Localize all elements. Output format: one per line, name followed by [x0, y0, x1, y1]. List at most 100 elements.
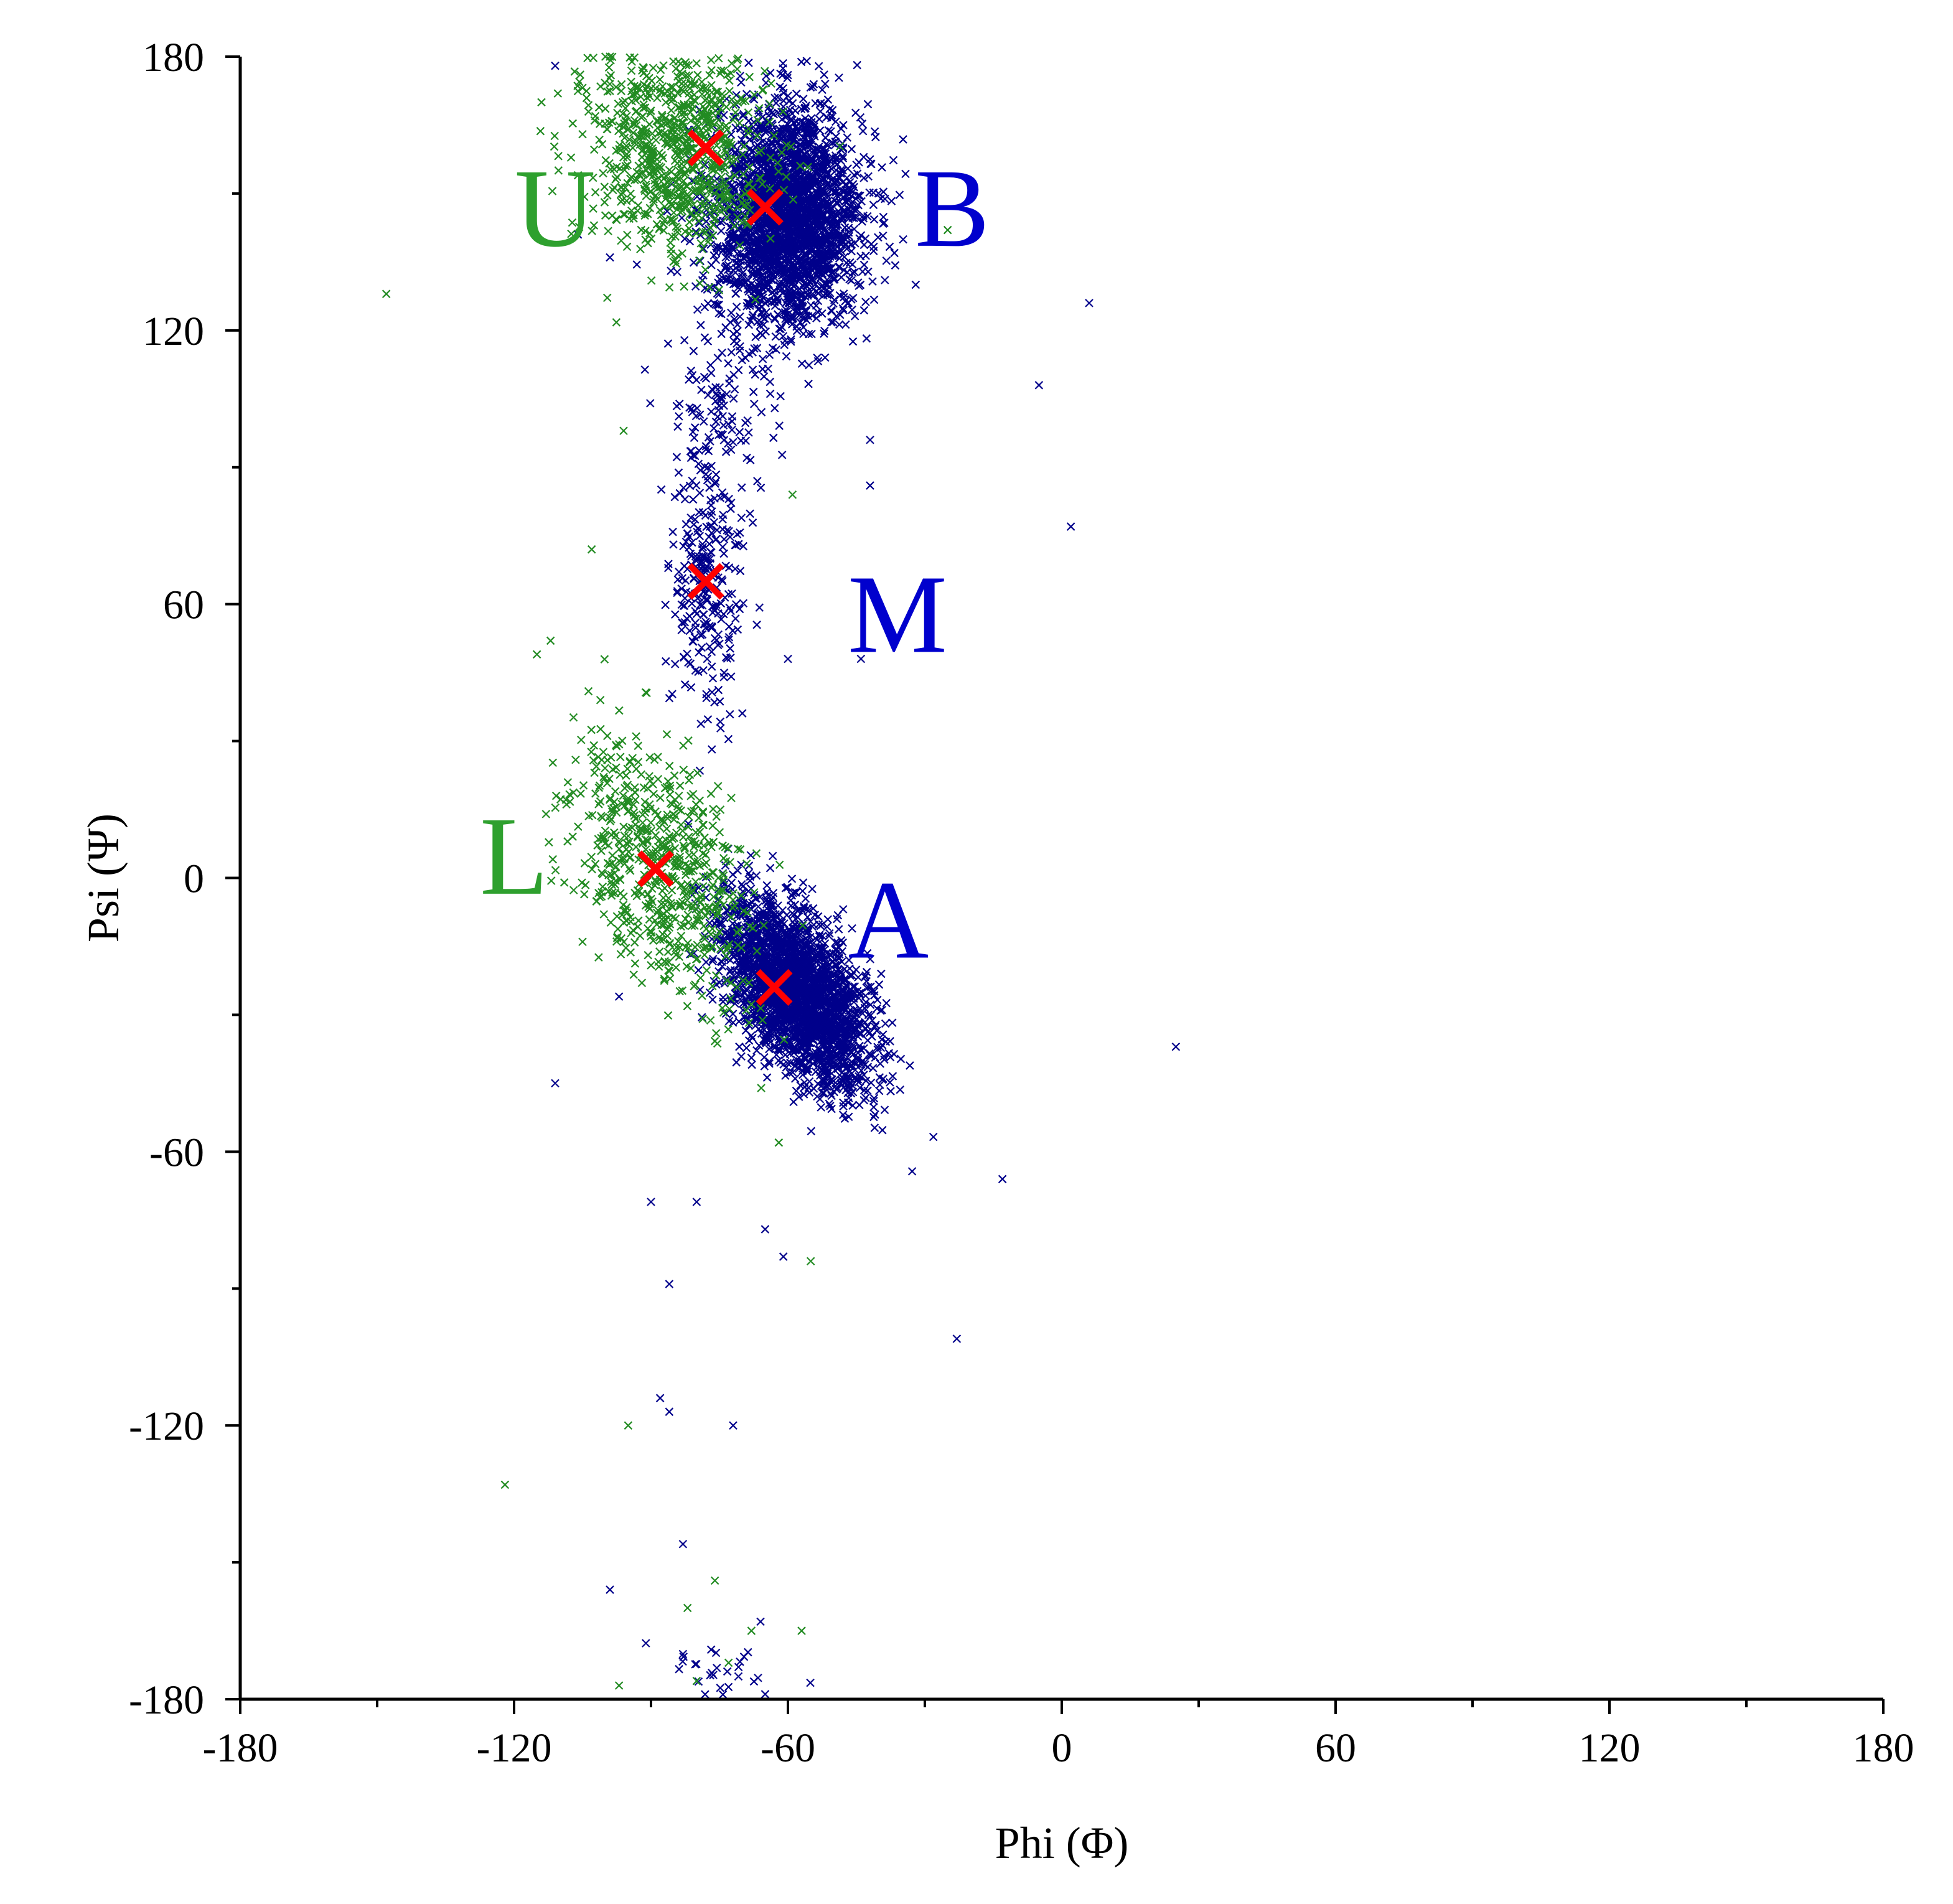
data-point — [907, 1167, 917, 1176]
data-point — [856, 251, 865, 261]
data-point — [818, 85, 827, 95]
data-point — [830, 251, 839, 260]
data-point — [824, 126, 833, 135]
data-point — [728, 1010, 738, 1018]
data-point — [713, 244, 721, 253]
data-point — [843, 133, 852, 142]
data-point — [813, 307, 822, 317]
data-point — [825, 283, 834, 292]
data-point — [727, 878, 736, 888]
data-point — [695, 218, 704, 228]
data-point — [714, 967, 723, 976]
data-point — [797, 291, 806, 300]
data-point — [784, 96, 794, 106]
data-point — [879, 187, 888, 196]
data-point — [843, 164, 852, 173]
data-point — [865, 188, 874, 197]
data-point — [719, 993, 728, 1002]
data-point — [746, 876, 754, 885]
data-point — [879, 212, 888, 222]
data-point — [804, 380, 813, 388]
data-point — [786, 265, 795, 274]
data-point — [881, 276, 889, 284]
data-point — [801, 894, 810, 903]
data-point — [822, 246, 831, 255]
data-point — [878, 163, 886, 172]
data-point — [881, 1037, 891, 1046]
data-point — [751, 332, 760, 342]
data-point — [783, 73, 792, 83]
data-point — [766, 389, 775, 398]
data-point — [734, 283, 742, 293]
data-point — [738, 135, 746, 144]
data-point — [770, 315, 779, 324]
data-point — [777, 269, 787, 278]
data-point — [691, 282, 700, 291]
data-point — [821, 80, 830, 88]
data-point — [721, 242, 731, 251]
data-point — [776, 69, 785, 78]
data-point — [869, 246, 878, 255]
data-point — [817, 1103, 825, 1112]
data-point — [820, 70, 828, 79]
data-point — [807, 153, 815, 162]
data-point — [811, 160, 820, 169]
data-point — [870, 1123, 879, 1132]
data-point — [827, 111, 836, 120]
data-point — [899, 135, 907, 144]
data-point — [845, 274, 854, 284]
data-point — [859, 240, 869, 250]
data-point — [717, 309, 726, 319]
data-point — [891, 261, 900, 270]
data-point — [792, 89, 801, 98]
data-point — [711, 300, 720, 309]
data-point — [886, 1087, 895, 1095]
data-point — [820, 353, 830, 362]
data-point — [736, 312, 744, 321]
data-point — [746, 851, 756, 860]
data-point — [701, 958, 711, 967]
data-point — [852, 213, 861, 222]
data-point — [716, 227, 726, 235]
data-point — [882, 998, 891, 1008]
data-point — [689, 258, 698, 267]
data-point — [799, 95, 808, 103]
data-point — [739, 111, 747, 120]
data-point — [756, 162, 766, 172]
data-point — [798, 886, 807, 896]
data-point — [840, 223, 850, 232]
data-point — [830, 196, 840, 205]
data-point — [853, 60, 861, 70]
data-point — [853, 169, 862, 178]
data-point — [848, 260, 857, 269]
data-point — [888, 1018, 897, 1027]
data-point — [830, 273, 839, 282]
data-point — [821, 133, 830, 142]
data-point — [858, 267, 867, 276]
data-point — [854, 191, 863, 200]
data-point — [871, 1110, 879, 1119]
data-point — [842, 258, 851, 268]
data-point — [774, 93, 782, 102]
data-point — [814, 62, 823, 71]
data-point — [762, 1073, 772, 1082]
data-point — [792, 322, 801, 331]
data-point — [735, 1042, 744, 1051]
data-point — [708, 995, 717, 1004]
data-point — [899, 235, 907, 244]
data-point — [713, 301, 722, 309]
data-point — [744, 287, 753, 296]
data-point — [789, 1097, 798, 1107]
data-point — [906, 1061, 914, 1070]
data-point — [797, 359, 807, 368]
data-point — [795, 203, 805, 212]
data-point — [726, 130, 736, 139]
data-point — [869, 188, 878, 197]
data-point — [881, 194, 889, 204]
data-point — [836, 124, 846, 133]
data-point — [819, 164, 828, 172]
data-point — [776, 392, 785, 401]
data-point — [774, 310, 782, 319]
data-point — [718, 962, 727, 971]
data-point — [762, 307, 770, 317]
